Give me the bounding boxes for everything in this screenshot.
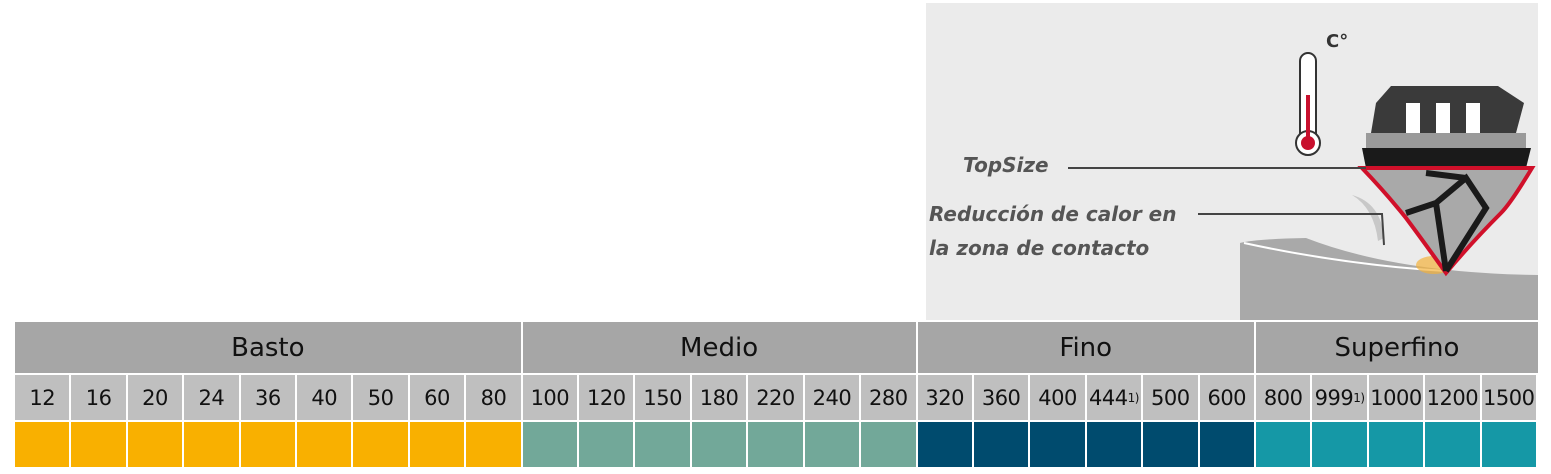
workpiece [1240,238,1538,320]
color-swatch [1425,422,1480,467]
color-swatch [15,422,70,467]
color-swatch [1199,422,1254,467]
grit-cell: 400 [1030,375,1085,420]
grit-cell: 1000 [1368,375,1424,420]
grit-cell: 220 [748,375,803,420]
grit-table: Basto 12 16 20 24 36 40 50 60 80 Medio 100 120 150 180… [15,322,1538,468]
color-swatch [522,422,578,467]
unit: C° [1326,31,1348,52]
leader-line [1198,213,1385,246]
grit-cell: 36 [240,375,296,420]
grit-cell: 12 [15,375,70,420]
grit-cell: 150 [635,375,690,420]
grit-cell: 999 1) [1312,375,1367,420]
grain-slot [1466,103,1480,133]
color-swatch [804,422,860,467]
color-swatch [71,422,126,467]
grit-cell: 1200 [1425,375,1480,420]
label: Reducción de calor en [929,202,1176,226]
grit-cell: 40 [297,375,352,420]
group-header: Fino [917,322,1254,373]
grit-cell: 1500 [1481,375,1536,420]
illustration: C° TopSize Reducción de calor en la zona… [926,3,1538,320]
label: la zona de contacto [929,236,1150,260]
color-swatch [579,422,634,467]
grit: 444 [1088,385,1128,410]
grain-band [1362,148,1531,168]
color-swatch [691,422,747,467]
label: TopSize [963,153,1049,177]
grit-cell: 120 [579,375,634,420]
grain-band [1366,133,1526,148]
thermometer-mercury [1306,95,1310,143]
grit-cell: 100 [522,375,578,420]
color-swatch [240,422,296,467]
grit-cell: 444 1) [1086,375,1142,420]
color-swatch [1481,422,1536,467]
color-swatch [1030,422,1085,467]
color-swatch [973,422,1029,467]
color-swatch [748,422,803,467]
color-swatch [297,422,352,467]
grit: 999 [1314,385,1354,410]
color-swatch [409,422,465,467]
color-swatch [1368,422,1424,467]
grit-cell: 24 [184,375,239,420]
grit-cell: 20 [127,375,183,420]
grain-slot [1436,103,1450,133]
grit-cell: 360 [973,375,1029,420]
color-swatch [1255,422,1311,467]
grit-cell: 16 [71,375,126,420]
grit-cell: 60 [409,375,465,420]
color-swatch [917,422,972,467]
footnote-mark: 1) [1353,390,1365,405]
grit-cell: 240 [804,375,860,420]
color-swatch [466,422,521,467]
color-swatch [635,422,690,467]
color-swatch [184,422,239,467]
grit-cell: 320 [917,375,972,420]
chip [1352,195,1384,241]
group-header: Superfino [1255,322,1538,373]
color-swatch [1312,422,1367,467]
color-swatch [353,422,408,467]
grit-cell: 800 [1255,375,1311,420]
color-swatch [127,422,183,467]
color-swatch [1143,422,1198,467]
footnote-mark: 1) [1127,390,1140,405]
grit-cell: 80 [466,375,521,420]
group-header: Medio [522,322,916,373]
grit-cell: 500 [1143,375,1198,420]
color-swatch [861,422,916,467]
grain-slot [1406,103,1420,133]
grit-cell: 50 [353,375,408,420]
thermometer-mercury [1301,136,1315,150]
color-swatch [1086,422,1142,467]
grit-cell: 180 [691,375,747,420]
grain-cracks [1405,170,1490,273]
grit-cell: 280 [861,375,916,420]
group-header: Basto [15,322,521,373]
grain-body [1357,166,1536,277]
grit-cell: 600 [1199,375,1254,420]
